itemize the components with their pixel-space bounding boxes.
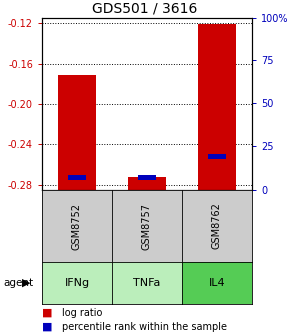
Bar xyxy=(138,175,156,180)
Text: ■: ■ xyxy=(42,322,52,332)
Bar xyxy=(198,24,236,190)
Text: ▶: ▶ xyxy=(22,278,30,288)
Text: TNFa: TNFa xyxy=(133,278,161,288)
Bar xyxy=(208,154,226,159)
Bar xyxy=(58,75,96,190)
Text: IFNg: IFNg xyxy=(64,278,90,288)
Text: agent: agent xyxy=(3,278,33,288)
Text: GSM8752: GSM8752 xyxy=(72,203,82,250)
Text: GDS501 / 3616: GDS501 / 3616 xyxy=(92,2,198,16)
Text: GSM8757: GSM8757 xyxy=(142,203,152,250)
Text: log ratio: log ratio xyxy=(62,308,103,318)
Text: GSM8762: GSM8762 xyxy=(212,203,222,249)
Text: ■: ■ xyxy=(42,308,52,318)
Bar xyxy=(68,175,86,180)
Bar xyxy=(128,177,166,190)
Text: IL4: IL4 xyxy=(209,278,225,288)
Text: percentile rank within the sample: percentile rank within the sample xyxy=(62,322,227,332)
